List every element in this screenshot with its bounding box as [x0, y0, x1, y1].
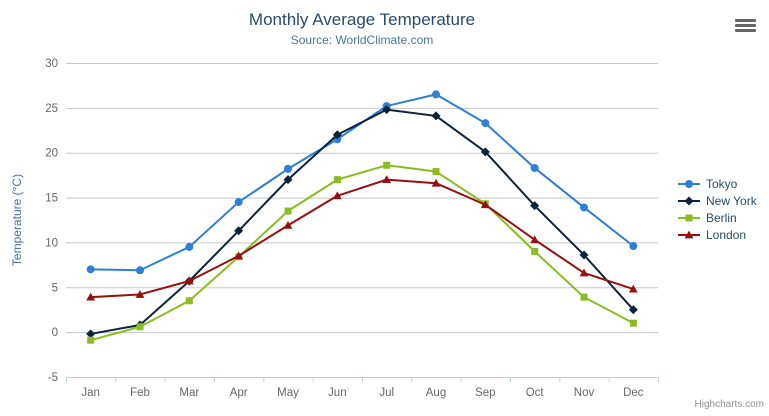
- data-point-marker[interactable]: [530, 163, 539, 172]
- y-axis-label: 30: [45, 58, 58, 70]
- data-point-marker[interactable]: [86, 329, 96, 339]
- data-point-marker[interactable]: [234, 226, 244, 236]
- legend: Tokyo New York Berlin London: [677, 175, 757, 243]
- data-point-marker[interactable]: [284, 164, 292, 173]
- data-point-marker[interactable]: [185, 242, 194, 251]
- x-axis-label: Jan: [81, 387, 100, 399]
- x-axis-label: Aug: [426, 387, 446, 399]
- series-line-london[interactable]: [89, 178, 635, 299]
- x-axis-label: Sep: [475, 387, 495, 399]
- data-point-marker[interactable]: [530, 201, 540, 211]
- data-point-marker[interactable]: [283, 220, 293, 229]
- y-axis-label: -5: [48, 372, 58, 384]
- legend-item-new-york[interactable]: New York: [677, 192, 757, 209]
- credits-link[interactable]: Highcharts.com: [694, 399, 764, 410]
- y-axis-label: 5: [52, 282, 58, 294]
- page-title: Monthly Average Temperature: [248, 10, 476, 29]
- data-point-marker[interactable]: [184, 276, 194, 285]
- data-point-marker: [685, 214, 693, 221]
- chart-subtitle: Source: WorldClimate.com: [290, 33, 434, 47]
- triangle-marker-icon: [678, 230, 700, 238]
- data-point-marker[interactable]: [432, 90, 440, 99]
- hamburger-icon: [735, 24, 756, 27]
- legend-item-berlin[interactable]: Berlin: [677, 209, 757, 226]
- data-point-marker[interactable]: [86, 265, 95, 274]
- y-axis-label: 20: [45, 148, 58, 160]
- series-line-berlin[interactable]: [89, 164, 635, 342]
- data-point-marker[interactable]: [382, 175, 392, 184]
- data-point-marker[interactable]: [530, 235, 540, 244]
- series-line-new-york[interactable]: [89, 108, 635, 335]
- series-line-tokyo[interactable]: [89, 93, 635, 272]
- data-point-marker[interactable]: [332, 130, 342, 140]
- data-point-marker[interactable]: [531, 247, 539, 255]
- hamburger-icon: [735, 19, 756, 22]
- data-point-marker[interactable]: [431, 178, 441, 187]
- data-point-marker[interactable]: [136, 266, 144, 275]
- data-point-marker[interactable]: [383, 161, 391, 169]
- data-point-marker[interactable]: [234, 198, 243, 207]
- data-point-marker[interactable]: [431, 111, 441, 121]
- data-point-marker[interactable]: [481, 119, 490, 128]
- data-point-marker[interactable]: [234, 251, 244, 260]
- legend-item-label: Tokyo: [706, 176, 738, 191]
- series-tokyo: [86, 90, 638, 275]
- data-point-marker[interactable]: [284, 207, 292, 215]
- data-point-marker[interactable]: [87, 336, 95, 344]
- data-point-marker[interactable]: [579, 268, 589, 277]
- export-menu-button[interactable]: [735, 19, 756, 34]
- data-point-marker[interactable]: [580, 203, 588, 212]
- y-axis-title: Temperature (°C): [10, 173, 24, 267]
- data-point-marker: [685, 179, 693, 188]
- data-point-marker[interactable]: [579, 250, 589, 260]
- x-axis-label: Dec: [623, 387, 644, 399]
- data-point-marker: [684, 230, 694, 238]
- data-point-marker[interactable]: [333, 176, 341, 184]
- x-axis-label: May: [277, 387, 299, 399]
- series-berlin: [87, 161, 637, 344]
- y-axis-label: 0: [52, 327, 58, 339]
- x-axis-label: Apr: [230, 387, 248, 399]
- legend-item-london[interactable]: London: [677, 226, 757, 243]
- data-point-marker[interactable]: [628, 305, 638, 315]
- data-point-marker[interactable]: [86, 292, 96, 301]
- series-new-york: [86, 105, 638, 339]
- y-axis-label: 15: [45, 193, 58, 205]
- x-axis-label: Oct: [526, 387, 545, 399]
- series-london: [86, 175, 638, 301]
- data-point-marker[interactable]: [629, 319, 637, 327]
- data-point-marker[interactable]: [480, 200, 490, 209]
- data-point-marker[interactable]: [432, 168, 440, 176]
- x-axis-label: Mar: [179, 387, 199, 399]
- x-axis-label: Jul: [379, 387, 394, 399]
- legend-item-label: New York: [706, 193, 757, 208]
- legend-item-label: Berlin: [706, 210, 737, 225]
- data-point-marker[interactable]: [283, 175, 293, 185]
- data-point-marker[interactable]: [628, 284, 638, 293]
- data-point-marker[interactable]: [135, 290, 145, 298]
- data-point-marker[interactable]: [185, 297, 193, 305]
- square-marker-icon: [678, 214, 700, 221]
- diamond-marker-icon: [678, 196, 700, 205]
- hamburger-icon: [735, 29, 756, 32]
- y-axis-label: 25: [45, 103, 58, 115]
- data-point-marker[interactable]: [332, 191, 342, 200]
- x-axis-label: Jun: [328, 387, 347, 399]
- data-point-marker: [684, 196, 694, 205]
- legend-item-tokyo[interactable]: Tokyo: [677, 175, 757, 192]
- x-axis-label: Feb: [130, 387, 150, 399]
- legend-item-label: London: [706, 227, 747, 242]
- circle-marker-icon: [678, 179, 700, 188]
- data-point-marker[interactable]: [136, 323, 144, 331]
- data-point-marker[interactable]: [629, 242, 638, 251]
- x-axis-label: Nov: [574, 387, 595, 399]
- data-point-marker[interactable]: [480, 147, 490, 157]
- data-point-marker[interactable]: [382, 105, 392, 115]
- data-point-marker[interactable]: [580, 293, 588, 301]
- y-axis-label: 10: [45, 237, 58, 249]
